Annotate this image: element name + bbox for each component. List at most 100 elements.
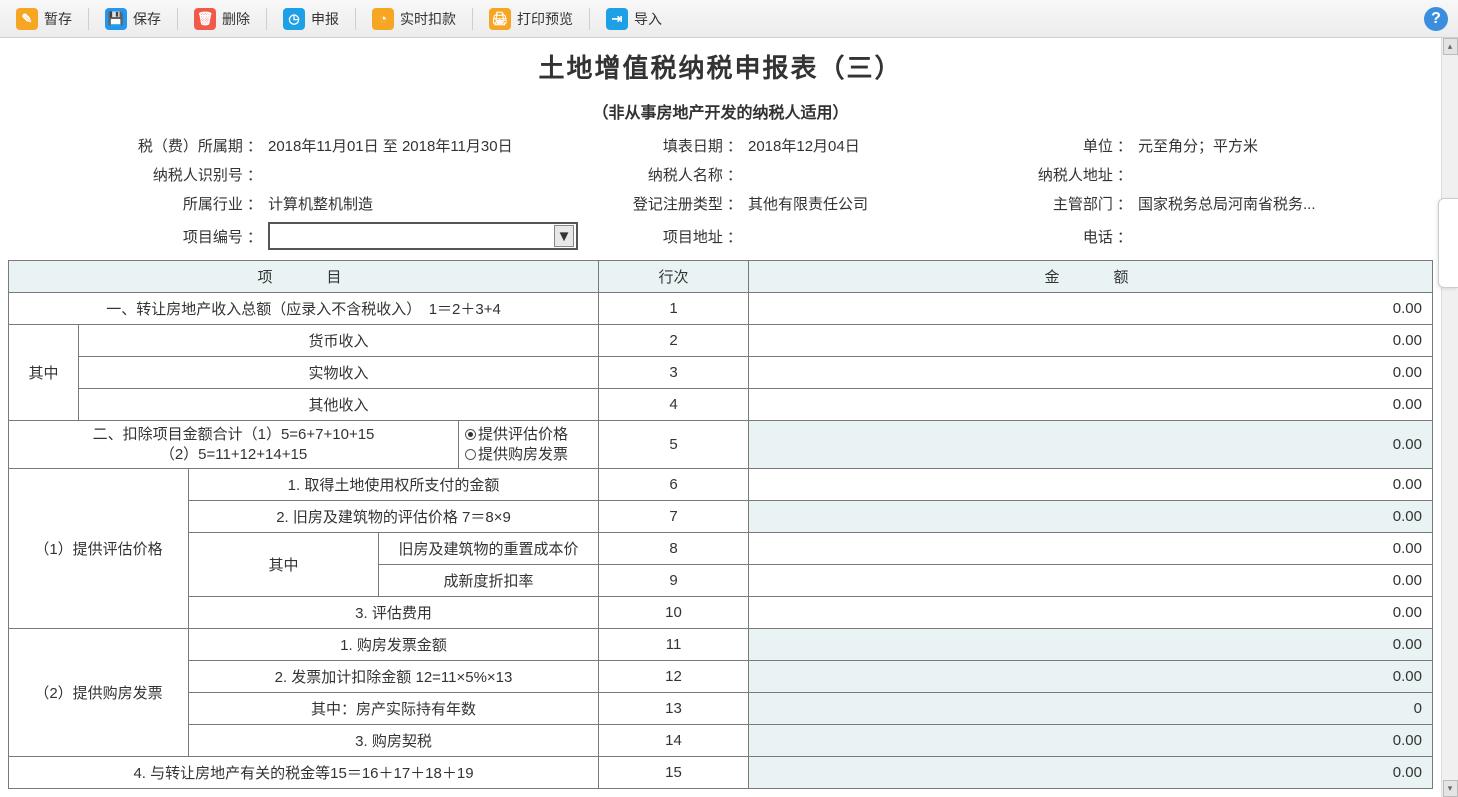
toolbar-btn-import[interactable]: ⇥ 导入 xyxy=(600,4,668,34)
project-select-wrap: ▼ xyxy=(268,222,608,250)
row-num: 2 xyxy=(599,325,749,357)
toolbar-btn-print[interactable]: 🖨 打印预览 xyxy=(483,4,579,34)
toolbar-separator xyxy=(88,8,89,30)
row-label-line: 二、扣除项目金额合计（1）5=6+7+10+15 xyxy=(15,425,452,445)
meta-label: 项目地址 ： xyxy=(608,226,748,247)
group-label: 其中 xyxy=(189,533,379,597)
meta-label: 项目编号 ： xyxy=(68,226,268,247)
row-num: 3 xyxy=(599,357,749,389)
table-row: 3. 评估费用 10 0.00 xyxy=(9,597,1433,629)
row-label: 一、转让房地产收入总额（应录入不含税收入） 1＝2＋3+4 xyxy=(9,293,599,325)
row-label: 其中：房产实际持有年数 xyxy=(189,693,599,725)
amount-cell[interactable]: 0.00 xyxy=(749,357,1433,389)
amount-cell: 0.00 xyxy=(749,421,1433,469)
toolbar-label: 删除 xyxy=(222,9,250,29)
group-label: 其中 xyxy=(9,325,79,421)
row-label: 1. 取得土地使用权所支付的金额 xyxy=(189,469,599,501)
meta-label: 纳税人名称 ： xyxy=(608,164,748,185)
meta-value: 2018年12月04日 xyxy=(748,135,988,156)
meta-value: 国家税务总局河南省税务... xyxy=(1138,193,1418,214)
amount-cell: 0.00 xyxy=(749,725,1433,757)
page-title: 土地增值税纳税申报表（三） xyxy=(8,48,1433,85)
row-num: 8 xyxy=(599,533,749,565)
import-icon: ⇥ xyxy=(606,8,628,30)
row-num: 9 xyxy=(599,565,749,597)
help-icon[interactable]: ? xyxy=(1424,7,1448,31)
print-icon: 🖨 xyxy=(489,8,511,30)
row-label: 3. 购房契税 xyxy=(189,725,599,757)
table-row: （2）提供购房发票 1. 购房发票金额 11 0.00 xyxy=(9,629,1433,661)
row-label: 2. 旧房及建筑物的评估价格 7＝8×9 xyxy=(189,501,599,533)
th-amount: 金 额 xyxy=(749,261,1433,293)
table-row: 2. 旧房及建筑物的评估价格 7＝8×9 7 0.00 xyxy=(9,501,1433,533)
toolbar-btn-delete[interactable]: 🗑 删除 xyxy=(188,4,256,34)
amount-cell: 0.00 xyxy=(749,661,1433,693)
amount-cell: 0.00 xyxy=(749,501,1433,533)
meta-label: 纳税人地址 ： xyxy=(988,164,1138,185)
row-label: 成新度折扣率 xyxy=(379,565,599,597)
meta-value: 其他有限责任公司 xyxy=(748,193,988,214)
side-panel-tab[interactable] xyxy=(1438,198,1458,288)
toolbar-label: 实时扣款 xyxy=(400,9,456,29)
toolbar: ✎ 暂存 💾 保存 🗑 删除 ◷ 申报 ◔ 实时扣款 🖨 打印预览 ⇥ 导入 ? xyxy=(0,0,1458,38)
toolbar-btn-draft[interactable]: ✎ 暂存 xyxy=(10,4,78,34)
meta-label: 单位 ： xyxy=(988,135,1138,156)
meta-label: 登记注册类型 ： xyxy=(608,193,748,214)
amount-cell: 0.00 xyxy=(749,757,1433,789)
meta-value: 2018年11月01日 至 2018年11月30日 xyxy=(268,135,608,156)
row-num: 10 xyxy=(599,597,749,629)
toolbar-label: 打印预览 xyxy=(517,9,573,29)
page-body: 土地增值税纳税申报表（三） （非从事房地产开发的纳税人适用） 税（费）所属期 ：… xyxy=(0,38,1441,797)
delete-icon: 🗑 xyxy=(194,8,216,30)
toolbar-separator xyxy=(266,8,267,30)
row-num: 1 xyxy=(599,293,749,325)
amount-cell[interactable]: 0.00 xyxy=(749,469,1433,501)
meta-value: 元至角分；平方米 xyxy=(1138,135,1418,156)
amount-cell[interactable]: 0.00 xyxy=(749,533,1433,565)
row-num: 7 xyxy=(599,501,749,533)
row-num: 11 xyxy=(599,629,749,661)
save-icon: 💾 xyxy=(105,8,127,30)
table-row: 一、转让房地产收入总额（应录入不含税收入） 1＝2＋3+4 1 0.00 xyxy=(9,293,1433,325)
table-row: 2. 发票加计扣除金额 12=11×5%×13 12 0.00 xyxy=(9,661,1433,693)
row-label: 2. 发票加计扣除金额 12=11×5%×13 xyxy=(189,661,599,693)
chevron-down-icon: ▼ xyxy=(554,225,574,247)
amount-cell[interactable]: 0.00 xyxy=(749,293,1433,325)
toolbar-btn-save[interactable]: 💾 保存 xyxy=(99,4,167,34)
toolbar-label: 保存 xyxy=(133,9,161,29)
row-label: 3. 评估费用 xyxy=(189,597,599,629)
meta-value: 计算机整机制造 xyxy=(268,193,608,214)
row-label: 1. 购房发票金额 xyxy=(189,629,599,661)
vertical-scrollbar[interactable]: ▴ ▾ xyxy=(1441,38,1458,797)
radio-option-invoice[interactable]: 提供购房发票 xyxy=(465,445,592,465)
toolbar-label: 申报 xyxy=(311,9,339,29)
draft-icon: ✎ xyxy=(16,8,38,30)
toolbar-btn-declare[interactable]: ◷ 申报 xyxy=(277,4,345,34)
amount-cell[interactable]: 0.00 xyxy=(749,389,1433,421)
amount-cell[interactable]: 0.00 xyxy=(749,565,1433,597)
row-label: 二、扣除项目金额合计（1）5=6+7+10+15 （2）5=11+12+14+1… xyxy=(9,421,459,469)
amount-cell[interactable]: 0.00 xyxy=(749,325,1433,357)
table-row: 其中 旧房及建筑物的重置成本价 8 0.00 xyxy=(9,533,1433,565)
scroll-down-icon[interactable]: ▾ xyxy=(1443,780,1458,797)
row-num: 5 xyxy=(599,421,749,469)
declare-icon: ◷ xyxy=(283,8,305,30)
toolbar-separator xyxy=(472,8,473,30)
project-no-select[interactable]: ▼ xyxy=(268,222,578,250)
radio-icon xyxy=(465,449,476,460)
table-row: 实物收入 3 0.00 xyxy=(9,357,1433,389)
toolbar-separator xyxy=(589,8,590,30)
radio-label: 提供购房发票 xyxy=(478,445,568,465)
toolbar-separator xyxy=(177,8,178,30)
amount-cell[interactable]: 0.00 xyxy=(749,597,1433,629)
amount-cell: 0.00 xyxy=(749,629,1433,661)
radio-option-eval[interactable]: 提供评估价格 xyxy=(465,425,592,445)
row-label: 实物收入 xyxy=(79,357,599,389)
pay-icon: ◔ xyxy=(372,8,394,30)
meta-label: 纳税人识别号 ： xyxy=(68,164,268,185)
scroll-up-icon[interactable]: ▴ xyxy=(1443,38,1458,55)
radio-icon xyxy=(465,429,476,440)
row-num: 6 xyxy=(599,469,749,501)
toolbar-btn-pay[interactable]: ◔ 实时扣款 xyxy=(366,4,462,34)
th-row: 行次 xyxy=(599,261,749,293)
